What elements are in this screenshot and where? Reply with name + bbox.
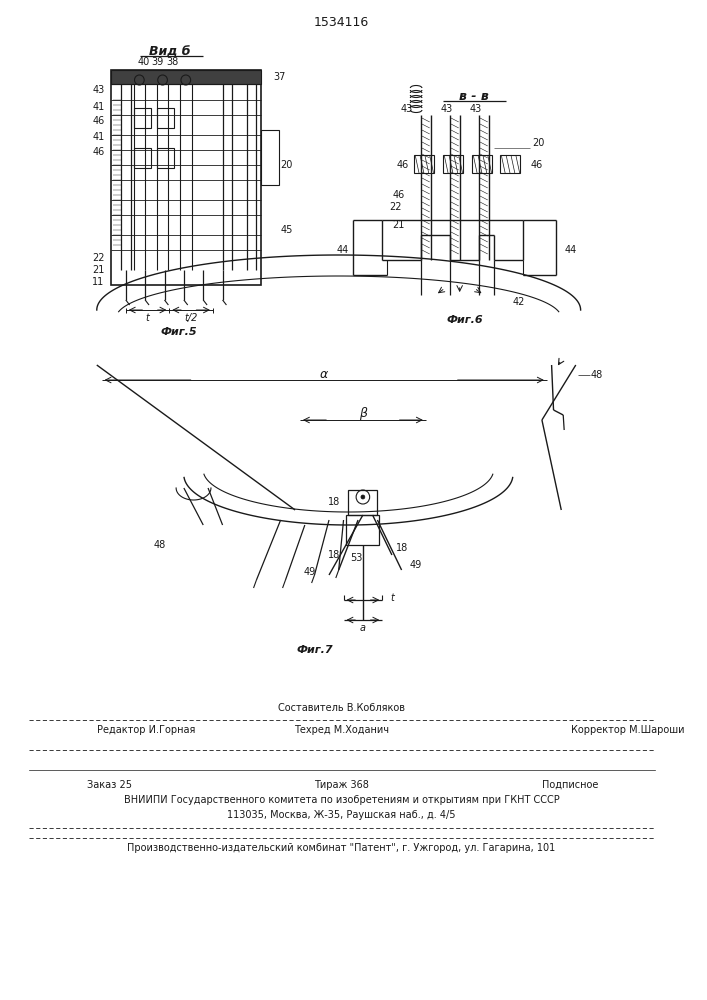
Text: 18: 18 <box>328 497 340 507</box>
Text: 113035, Москва, Ж-35, Раушская наб., д. 4/5: 113035, Москва, Ж-35, Раушская наб., д. … <box>228 810 456 820</box>
Text: 38: 38 <box>166 57 178 67</box>
Bar <box>414 155 433 173</box>
Text: 43: 43 <box>441 104 453 114</box>
Text: α: α <box>320 367 328 380</box>
Text: 22: 22 <box>92 253 105 263</box>
Text: 43: 43 <box>401 104 413 114</box>
Text: 21: 21 <box>92 265 105 275</box>
Bar <box>157 148 174 168</box>
Text: 44: 44 <box>564 245 576 255</box>
Bar <box>443 155 462 173</box>
Text: 43: 43 <box>470 104 482 114</box>
Text: 46: 46 <box>92 116 105 126</box>
Text: Производственно-издательский комбинат "Патент", г. Ужгород, ул. Гагарина, 101: Производственно-издательский комбинат "П… <box>127 843 556 853</box>
Text: 18: 18 <box>328 550 340 560</box>
Text: 41: 41 <box>92 132 105 142</box>
Bar <box>349 490 378 515</box>
Text: 48: 48 <box>153 540 166 550</box>
Text: Подписное: Подписное <box>542 780 598 790</box>
Text: 46: 46 <box>396 160 409 170</box>
Bar <box>346 515 380 545</box>
Text: 42: 42 <box>513 297 525 307</box>
Text: 20: 20 <box>281 160 293 170</box>
Text: t/2: t/2 <box>184 313 197 323</box>
Text: Техред М.Ходанич: Техред М.Ходанич <box>294 725 389 735</box>
Text: Составитель В.Кобляков: Составитель В.Кобляков <box>278 703 405 713</box>
Text: Фиг.7: Фиг.7 <box>296 645 333 655</box>
Text: 49: 49 <box>303 567 316 577</box>
Text: Фиг.6: Фиг.6 <box>446 315 483 325</box>
Text: 46: 46 <box>92 147 105 157</box>
Bar <box>134 148 151 168</box>
Text: 44: 44 <box>336 245 349 255</box>
Text: 46: 46 <box>530 160 542 170</box>
Text: t: t <box>145 313 149 323</box>
Text: в - в: в - в <box>460 91 489 104</box>
Text: 11: 11 <box>92 277 105 287</box>
Text: a: a <box>360 623 366 633</box>
Text: Вид б: Вид б <box>148 45 190 58</box>
Text: 45: 45 <box>281 225 293 235</box>
Text: 41: 41 <box>92 102 105 112</box>
Text: 53: 53 <box>350 553 362 563</box>
Text: 1534116: 1534116 <box>314 15 369 28</box>
Bar <box>157 108 174 128</box>
Text: t: t <box>390 593 394 603</box>
Text: Фиг.5: Фиг.5 <box>160 327 197 337</box>
Text: 40: 40 <box>137 57 149 67</box>
Text: 43: 43 <box>92 85 105 95</box>
Text: 20: 20 <box>532 138 544 148</box>
Text: 21: 21 <box>392 220 404 230</box>
Text: Корректор М.Шароши: Корректор М.Шароши <box>571 725 684 735</box>
Text: 22: 22 <box>389 202 402 212</box>
Text: 49: 49 <box>410 560 422 570</box>
Text: 48: 48 <box>590 370 602 380</box>
Bar <box>262 130 279 185</box>
Text: 37: 37 <box>273 72 285 82</box>
Bar <box>111 70 262 84</box>
Bar <box>111 70 262 285</box>
Bar <box>472 155 491 173</box>
Text: ВНИИПИ Государственного комитета по изобретениям и открытиям при ГКНТ СССР: ВНИИПИ Государственного комитета по изоб… <box>124 795 559 805</box>
Bar <box>501 155 520 173</box>
Text: 18: 18 <box>395 543 408 553</box>
Text: Тираж 368: Тираж 368 <box>314 780 369 790</box>
Bar <box>134 108 151 128</box>
Circle shape <box>361 495 365 499</box>
Text: 46: 46 <box>392 190 404 200</box>
Text: β: β <box>359 408 367 420</box>
Text: 39: 39 <box>151 57 164 67</box>
Text: Редактор И.Горная: Редактор И.Горная <box>97 725 195 735</box>
Text: Заказ 25: Заказ 25 <box>87 780 132 790</box>
